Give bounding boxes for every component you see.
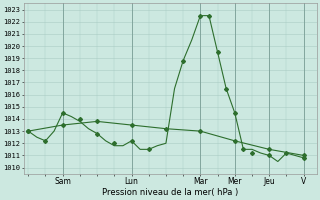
X-axis label: Pression niveau de la mer( hPa ): Pression niveau de la mer( hPa ) — [102, 188, 238, 197]
